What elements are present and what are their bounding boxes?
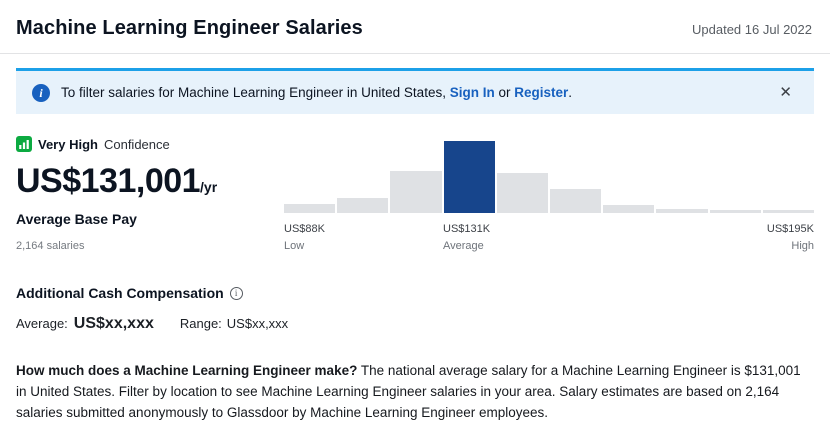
histogram-bar[interactable]	[284, 204, 336, 213]
updated-date: Updated 16 Jul 2022	[692, 22, 812, 37]
salary-count: 2,164 salaries	[16, 240, 85, 252]
additional-compensation-section: Additional Cash Compensation i Average: …	[0, 285, 830, 333]
description-lead: How much does a Machine Learning Enginee…	[16, 363, 358, 378]
banner-or-text: or	[494, 85, 515, 100]
additional-compensation-title: Additional Cash Compensation	[16, 285, 224, 301]
average-salary: US$131,001/yr	[16, 162, 278, 201]
low-value: US$88K	[284, 223, 325, 235]
additional-compensation-title-row: Additional Cash Compensation i	[16, 285, 814, 301]
histogram-bar[interactable]	[762, 210, 815, 213]
histogram-bar[interactable]	[390, 171, 442, 213]
page-header: Machine Learning Engineer Salaries Updat…	[0, 0, 830, 54]
histogram-bar-highlight[interactable]	[443, 141, 495, 213]
salary-histogram-bars	[284, 141, 815, 213]
histogram-label-low: US$88K Low	[284, 223, 325, 252]
compensation-average-label: Average:	[16, 316, 68, 331]
info-banner: i To filter salaries for Machine Learnin…	[16, 68, 814, 114]
banner-period: .	[568, 85, 573, 100]
banner-text: To filter salaries for Machine Learning …	[61, 85, 572, 100]
histogram-bar[interactable]	[496, 172, 549, 213]
histogram-label-average: US$131K Average	[443, 223, 490, 252]
info-icon: i	[32, 83, 50, 102]
average-value-label: US$131K	[443, 223, 491, 235]
compensation-values-row: Average: US$xx,xxx Range: US$xx,xxx	[16, 315, 814, 333]
histogram-label-high: US$195K High	[767, 223, 814, 252]
confidence-badge: Very High Confidence	[16, 136, 278, 152]
info-circle-icon[interactable]: i	[229, 286, 243, 300]
salary-left-column: Very High Confidence US$131,001/yr Avera…	[16, 136, 278, 261]
salary-summary-section: Very High Confidence US$131,001/yr Avera…	[0, 136, 830, 261]
salary-histogram: US$88K Low US$131K Average US$195K High	[284, 136, 815, 261]
low-label: Low	[284, 240, 305, 252]
banner-text-before: To filter salaries for Machine Learning …	[61, 85, 450, 100]
sign-in-link[interactable]: Sign In	[449, 85, 495, 100]
close-icon[interactable]: ✕	[779, 84, 792, 101]
confidence-icon	[16, 136, 32, 152]
high-value: US$195K	[766, 223, 814, 235]
average-base-pay-label: Average Base Pay	[16, 211, 137, 227]
histogram-bar[interactable]	[603, 205, 655, 213]
confidence-word: Confidence	[103, 136, 170, 152]
page-title: Machine Learning Engineer Salaries	[16, 17, 363, 39]
salary-histogram-labels: US$88K Low US$131K Average US$195K High	[284, 223, 814, 261]
description-body: The national average salary for a Machin…	[16, 363, 801, 421]
register-link[interactable]: Register	[514, 85, 569, 100]
salary-description: How much does a Machine Learning Enginee…	[0, 360, 830, 423]
histogram-bar[interactable]	[656, 208, 708, 213]
histogram-bar[interactable]	[709, 210, 761, 213]
per-year-suffix: /yr	[200, 179, 218, 195]
high-label: High	[791, 240, 814, 252]
confidence-level: Very High	[38, 136, 98, 152]
compensation-range-value: US$xx,xxx	[226, 316, 289, 331]
histogram-bar[interactable]	[337, 197, 389, 213]
compensation-average-value: US$xx,xxx	[73, 315, 154, 332]
salary-amount: US$131,001	[16, 162, 201, 200]
average-label: Average	[443, 240, 484, 252]
histogram-bar[interactable]	[550, 189, 602, 213]
compensation-range-label: Range:	[179, 316, 222, 331]
